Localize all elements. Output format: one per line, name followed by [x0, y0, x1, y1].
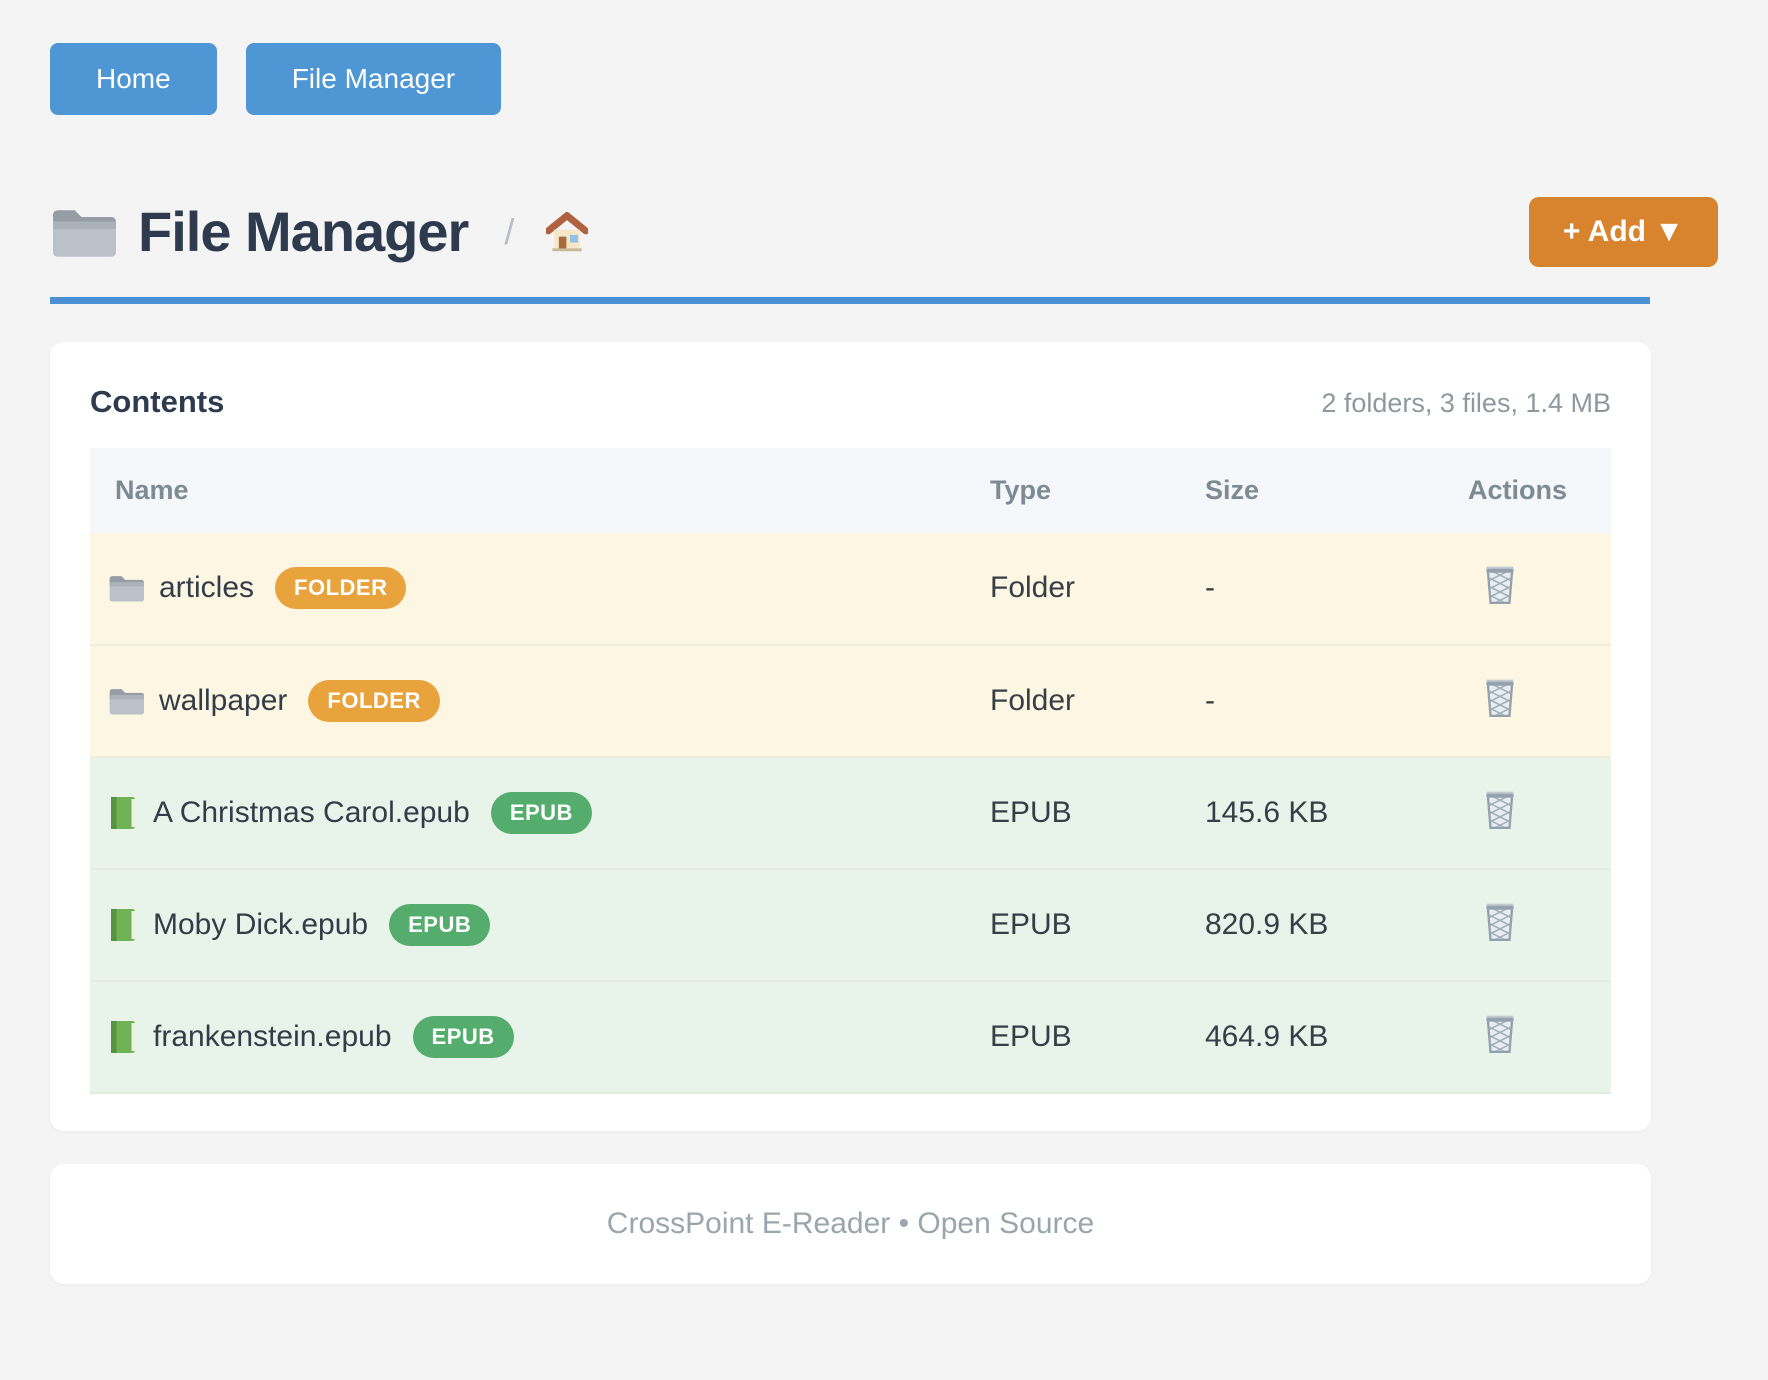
file-name-link[interactable]: wallpaper	[159, 683, 288, 717]
contents-card: Contents 2 folders, 3 files, 1.4 MB Name…	[50, 341, 1651, 1131]
contents-title: Contents	[90, 383, 225, 419]
page-title: File Manager	[138, 200, 469, 264]
folder-icon	[50, 205, 116, 259]
table-row: articles FOLDER Folder -	[90, 532, 1611, 646]
size-cell: -	[1205, 532, 1468, 646]
delete-button[interactable]	[1482, 788, 1518, 830]
top-nav: Home File Manager	[50, 43, 1718, 115]
folder-icon	[108, 573, 144, 603]
table-row: Moby Dick.epub EPUB EPUB 820.9 KB	[90, 868, 1611, 982]
title-row: File Manager / + Add ▼	[50, 196, 1718, 267]
type-cell: Folder	[990, 532, 1205, 646]
type-cell: EPUB	[990, 868, 1205, 982]
book-icon	[108, 795, 138, 831]
table-header-row: Name Type Size Actions	[90, 447, 1611, 533]
book-icon	[108, 1019, 138, 1055]
type-badge: FOLDER	[275, 567, 407, 610]
table-row: frankenstein.epub EPUB EPUB 464.9 KB	[90, 980, 1611, 1094]
breadcrumb-separator: /	[504, 210, 515, 252]
trash-icon	[1482, 788, 1518, 830]
delete-button[interactable]	[1482, 563, 1518, 605]
file-name-link[interactable]: Moby Dick.epub	[153, 907, 369, 941]
home-icon[interactable]	[546, 211, 589, 252]
type-cell: EPUB	[990, 980, 1205, 1094]
type-cell: Folder	[990, 644, 1205, 758]
column-header-name: Name	[90, 447, 990, 533]
trash-icon	[1482, 563, 1518, 605]
book-icon	[108, 907, 138, 943]
trash-icon	[1482, 900, 1518, 942]
column-header-size: Size	[1205, 447, 1468, 533]
type-badge: EPUB	[389, 903, 491, 946]
column-header-actions: Actions	[1468, 447, 1611, 533]
footer-text: CrossPoint E-Reader • Open Source	[606, 1206, 1095, 1240]
footer: CrossPoint E-Reader • Open Source	[50, 1163, 1651, 1284]
type-badge: EPUB	[412, 1015, 514, 1058]
column-header-type: Type	[990, 447, 1205, 533]
contents-summary: 2 folders, 3 files, 1.4 MB	[1321, 387, 1611, 418]
trash-icon	[1482, 1012, 1518, 1054]
title-divider	[50, 296, 1650, 304]
delete-button[interactable]	[1482, 676, 1518, 718]
delete-button[interactable]	[1482, 900, 1518, 942]
file-table: Name Type Size Actions articles FOLDER F	[90, 447, 1611, 1094]
size-cell: -	[1205, 644, 1468, 758]
size-cell: 145.6 KB	[1205, 756, 1468, 870]
size-cell: 820.9 KB	[1205, 868, 1468, 982]
trash-icon	[1482, 676, 1518, 718]
file-name-link[interactable]: articles	[159, 571, 255, 605]
file-name-link[interactable]: A Christmas Carol.epub	[153, 795, 470, 829]
add-button[interactable]: + Add ▼	[1528, 196, 1718, 267]
type-badge: EPUB	[490, 791, 592, 834]
table-row: A Christmas Carol.epub EPUB EPUB 145.6 K…	[90, 756, 1611, 870]
file-name-link[interactable]: frankenstein.epub	[153, 1019, 392, 1053]
table-row: wallpaper FOLDER Folder -	[90, 644, 1611, 758]
type-badge: FOLDER	[308, 679, 440, 722]
folder-icon	[108, 686, 144, 716]
nav-button-home[interactable]: Home	[50, 43, 217, 115]
type-cell: EPUB	[990, 756, 1205, 870]
size-cell: 464.9 KB	[1205, 980, 1468, 1094]
nav-button-file-manager[interactable]: File Manager	[245, 43, 502, 115]
delete-button[interactable]	[1482, 1012, 1518, 1054]
